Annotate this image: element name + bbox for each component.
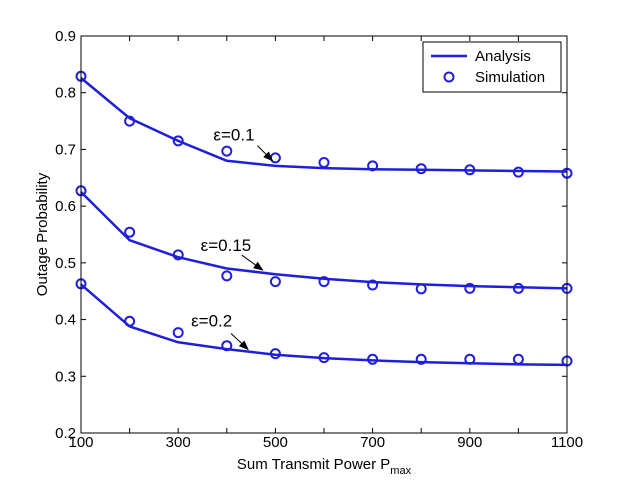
simulation-marker xyxy=(269,276,281,288)
simulation-marker xyxy=(318,352,330,364)
simulation-marker xyxy=(221,270,233,282)
annotation-label: ε=0.15 xyxy=(201,236,252,255)
simulation-marker xyxy=(172,249,184,261)
y-tick-label: 0.7 xyxy=(55,141,76,158)
simulation-marker xyxy=(415,353,427,365)
series-layer xyxy=(75,70,573,367)
y-axis-title: Outage Probability xyxy=(34,172,51,296)
simulation-marker xyxy=(269,348,281,360)
annotation-layer: ε=0.1 ε=0.15 ε=0.2 xyxy=(191,126,274,351)
y-tick-label: 0.8 xyxy=(55,85,76,102)
y-tick-label: 0.6 xyxy=(55,198,76,215)
y-tick-label: 0.5 xyxy=(55,255,76,272)
analysis-line-4 xyxy=(80,283,568,367)
x-tick-label: 700 xyxy=(360,434,385,451)
legend-label: Analysis xyxy=(475,48,531,65)
annotation-arrow xyxy=(257,145,274,162)
simulation-marker xyxy=(464,353,476,365)
axis-layer: 100 300 500 700 900 1100 0.2 0.3 0.4 0.5 0.6 0.7 0.8… xyxy=(34,28,583,477)
simulation-marker xyxy=(172,327,184,339)
y-tick-label: 0.9 xyxy=(55,28,76,45)
plot-background xyxy=(81,36,567,433)
x-tick-label: 100 xyxy=(68,434,93,451)
legend-marker-swatch xyxy=(443,71,455,83)
simulation-marker xyxy=(512,353,524,365)
simulation-marker xyxy=(415,283,427,295)
simulation-marker xyxy=(124,115,136,127)
simulation-marker xyxy=(318,157,330,168)
x-tick-label: 900 xyxy=(457,434,482,451)
analysis-line-2 xyxy=(80,191,568,290)
simulation-marker xyxy=(221,340,233,352)
annotation-arrow xyxy=(230,333,249,351)
simulation-marker xyxy=(464,282,476,294)
x-tick-label: 1100 xyxy=(551,434,583,451)
simulation-marker xyxy=(367,279,379,291)
y-tick-label: 0.2 xyxy=(55,425,76,442)
simulation-marker xyxy=(318,276,330,288)
simulation-marker xyxy=(367,160,379,172)
simulation-marker xyxy=(512,282,524,294)
y-tick-label: 0.4 xyxy=(55,312,76,329)
x-tick-label: 300 xyxy=(166,434,191,451)
x-axis-title: Sum Transmit Power Pmax xyxy=(237,456,412,477)
legend-label: Simulation xyxy=(475,69,545,86)
simulation-marker xyxy=(172,135,184,147)
annotation-label: ε=0.2 xyxy=(191,311,232,330)
annotation-arrow xyxy=(241,254,264,271)
legend-box xyxy=(422,41,562,93)
simulation-marker xyxy=(124,226,136,238)
x-tick-label: 500 xyxy=(263,434,288,451)
analysis-line-0 xyxy=(80,77,568,173)
simulation-marker xyxy=(221,145,233,157)
simulation-marker xyxy=(124,315,136,327)
y-tick-label: 0.3 xyxy=(55,368,76,385)
simulation-marker xyxy=(464,164,476,176)
simulation-marker xyxy=(415,163,427,175)
legend: Analysis Simulation xyxy=(422,41,562,93)
annotation-label: ε=0.1 xyxy=(213,126,254,145)
simulation-marker xyxy=(512,166,524,178)
simulation-marker xyxy=(367,353,379,365)
